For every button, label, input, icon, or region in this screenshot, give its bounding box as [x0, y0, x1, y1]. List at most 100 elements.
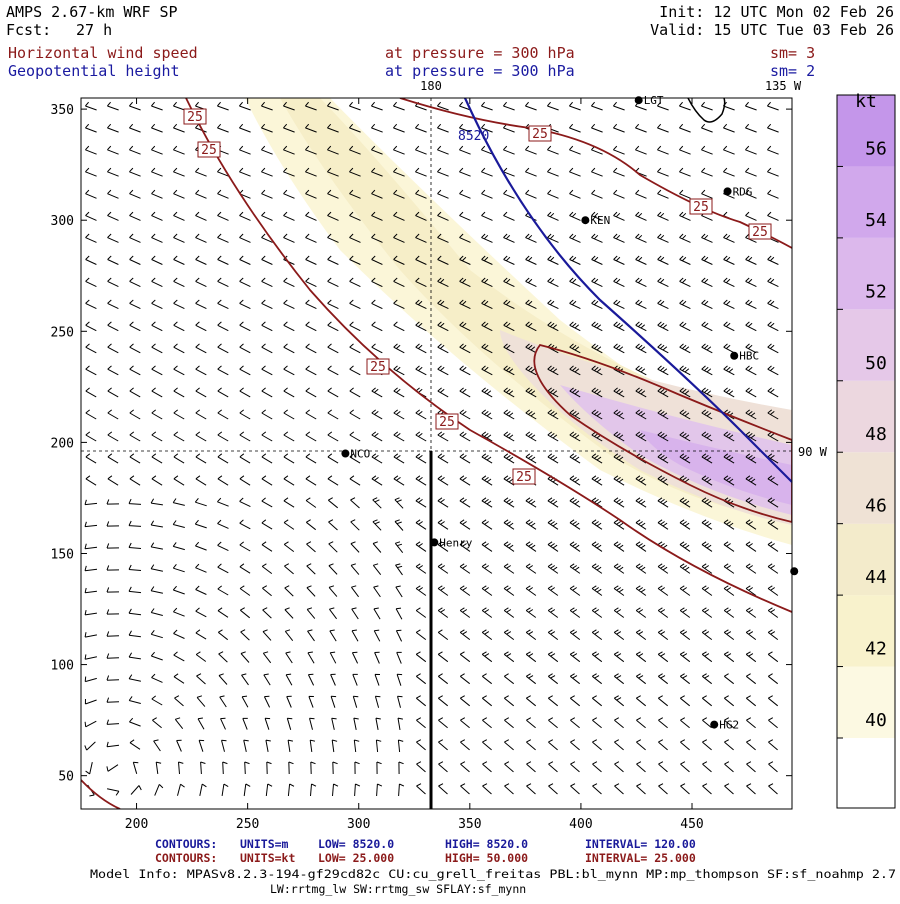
wind-barb — [106, 697, 120, 703]
wind-barb — [657, 673, 669, 685]
wind-barb — [239, 277, 251, 288]
wind-barb — [155, 761, 162, 774]
wind-barb — [745, 167, 757, 177]
wind-barb — [569, 365, 581, 376]
wind-barb — [197, 717, 205, 730]
wind-barb — [591, 519, 603, 530]
wind-barb — [195, 233, 207, 243]
wind-barb — [657, 233, 669, 243]
wind-barb — [217, 409, 229, 420]
wind-barb — [680, 761, 690, 773]
wind-barb — [679, 387, 691, 398]
wind-barb — [327, 211, 339, 221]
wind-barb — [395, 607, 403, 620]
wind-barb — [679, 695, 691, 707]
wind-barb — [569, 145, 581, 155]
wind-barb — [437, 321, 449, 332]
wind-barb — [261, 211, 273, 221]
wind-barb — [239, 211, 251, 221]
wind-barb — [154, 784, 164, 796]
wind-barb — [569, 189, 581, 199]
wind-barb — [239, 453, 251, 464]
wind-barb — [310, 761, 316, 775]
wind-barb — [745, 343, 757, 354]
wind-barb — [459, 123, 471, 133]
wind-barb — [372, 563, 382, 576]
wind-barb — [375, 717, 381, 730]
colorbar: kt 56 54 52 50 48 46 44 42 40 — [836, 91, 896, 809]
wind-barb — [613, 431, 625, 442]
wind-barb — [525, 277, 537, 288]
wind-barb — [415, 651, 427, 663]
wind-barb — [283, 343, 295, 354]
wind-barb — [128, 652, 141, 660]
wind-barb — [525, 321, 537, 332]
wind-barb — [351, 651, 359, 664]
wind-barb — [239, 365, 251, 376]
wind-barb — [129, 343, 141, 354]
wind-barb — [397, 695, 403, 708]
wind-barb — [723, 673, 735, 685]
wind-barb — [569, 519, 581, 530]
wind-barb — [679, 431, 691, 442]
wind-barb — [745, 563, 757, 574]
wind-barb — [460, 717, 470, 729]
speed-contour-25-a — [185, 98, 792, 613]
wind-barb — [767, 343, 779, 354]
wind-barb — [459, 409, 471, 420]
wind-barb — [239, 123, 251, 133]
wind-barb — [437, 167, 449, 177]
wind-barb — [745, 519, 757, 530]
wind-barb — [371, 409, 383, 420]
colorbar-label: 48 — [865, 424, 887, 445]
wind-barb — [85, 189, 97, 199]
wind-barb — [195, 651, 207, 662]
wind-barb — [723, 563, 735, 574]
wind-barb — [173, 321, 185, 332]
wind-barb — [613, 255, 625, 265]
wind-barb — [701, 541, 713, 552]
wind-barb — [106, 741, 120, 748]
wind-barb — [173, 387, 185, 398]
wind-barb — [394, 541, 404, 554]
wind-barb — [173, 211, 185, 221]
wind-barb — [172, 563, 185, 573]
wind-barb — [679, 673, 691, 685]
station-nco: NCO — [341, 448, 370, 461]
wind-barb — [569, 475, 581, 486]
height-contours-interval: INTERVAL= 120.00 — [585, 837, 696, 851]
wind-barb — [459, 629, 471, 640]
wind-barb — [591, 431, 603, 442]
wind-barb — [128, 674, 141, 682]
wind-barb — [591, 475, 603, 486]
wind-barb — [481, 101, 493, 111]
wind-barb — [151, 167, 163, 177]
wind-barb — [261, 431, 273, 442]
wind-barb — [416, 761, 426, 773]
wind-barb — [746, 761, 756, 773]
wind-barb — [525, 563, 537, 574]
wind-barb — [547, 475, 559, 486]
wind-barb — [305, 145, 317, 155]
wind-barb — [217, 563, 229, 574]
wind-barb — [217, 519, 229, 529]
wind-barb — [613, 321, 625, 332]
wind-barb — [288, 761, 294, 775]
wind-barb — [613, 563, 625, 574]
wind-barb — [371, 277, 383, 288]
speed-contour-25-north — [399, 98, 792, 249]
wind-barb — [460, 783, 470, 795]
wind-barb — [657, 629, 669, 640]
wind-barb — [657, 277, 669, 288]
wind-barb — [525, 343, 537, 354]
wind-barb — [129, 475, 141, 486]
wind-barb — [128, 630, 141, 638]
wind-barb — [239, 563, 251, 574]
wind-barb — [569, 123, 581, 133]
height-contours-prefix: CONTOURS: — [155, 837, 217, 851]
wind-barb — [525, 651, 537, 663]
wind-barb — [635, 277, 647, 288]
wind-barb — [371, 145, 383, 155]
svg-text:25: 25 — [516, 470, 532, 485]
station-dot — [730, 351, 739, 360]
